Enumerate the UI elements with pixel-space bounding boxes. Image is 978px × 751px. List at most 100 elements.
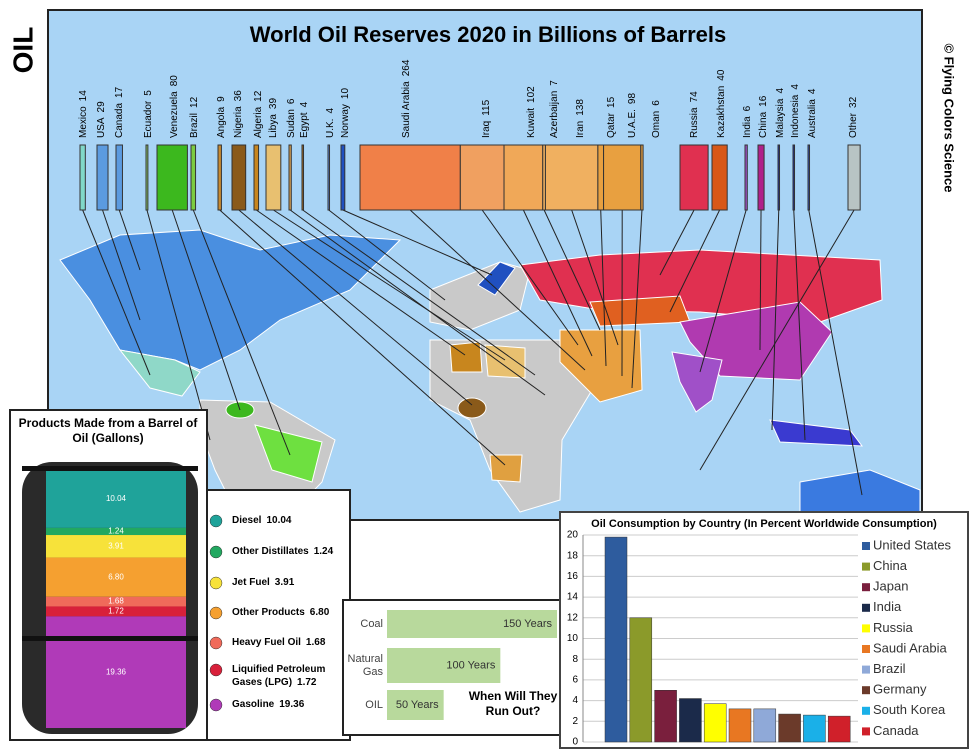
reserve-label: Other 32 [848, 96, 859, 138]
norway [477, 261, 516, 296]
reserve-value: 7 [549, 80, 560, 86]
bar [803, 714, 826, 743]
reserve-value: 12 [189, 96, 200, 108]
reserve-label: Indonesia 4 [790, 84, 801, 138]
leader-line [102, 209, 141, 321]
barrel-rim [22, 636, 198, 641]
country-name: Russia [689, 107, 700, 138]
barrel-segment [46, 535, 186, 558]
reserve-bar [847, 144, 861, 211]
country-name: China [758, 111, 769, 138]
angola [489, 454, 523, 483]
barrel-segment [46, 616, 186, 728]
legend-entry: Other Products 6.80 [232, 607, 330, 618]
reserve-label: Mexico 14 [78, 90, 89, 138]
india [671, 351, 723, 413]
country-name: Venezuela [169, 91, 180, 138]
runout-category: Coal [360, 617, 383, 630]
bar [604, 536, 628, 743]
legend-value: 19.36 [279, 699, 305, 710]
leader-line [669, 209, 721, 313]
country-name: Ecuador [143, 100, 154, 138]
legend-label: Japan [873, 579, 908, 594]
reserve-bar [807, 144, 811, 211]
reserve-label: Nigeria 36 [233, 90, 244, 138]
reserve-value: 32 [848, 96, 859, 108]
country-name: Algeria [253, 106, 264, 138]
country-name: Other [848, 112, 859, 138]
y-tick-label: 18 [567, 550, 579, 561]
legend-value: 10.04 [266, 515, 292, 526]
reserve-bar [792, 144, 796, 211]
y-tick-label: 2 [572, 716, 578, 727]
reserve-value: 36 [233, 90, 244, 102]
runout-bar [387, 610, 557, 638]
legend-icon [209, 663, 223, 677]
legend-swatch [862, 645, 870, 653]
legend-entry: Diesel 10.04 [232, 515, 292, 526]
y-tick-label: 0 [572, 737, 578, 748]
runout-bar [387, 648, 501, 683]
legend-entry: Heavy Fuel Oil 1.68 [232, 637, 326, 648]
legend-label: Brazil [873, 661, 906, 676]
leader-line [255, 209, 466, 356]
country-name: Brazil [189, 113, 200, 138]
reserve-bar [503, 144, 544, 211]
barrel-legend-panel [206, 489, 351, 741]
segment-label: 10.04 [106, 494, 127, 503]
legend-label: Germany [873, 682, 927, 697]
reserve-label: Algeria 12 [253, 90, 264, 138]
country-name: Norway [340, 104, 351, 138]
reserve-value: 14 [78, 90, 89, 102]
reserve-value: 4 [299, 101, 310, 107]
leader-line [793, 209, 806, 441]
runout-value: 150 Years [503, 618, 552, 630]
country-name: Iran [575, 121, 586, 138]
runout-category: OIL [365, 698, 383, 711]
leader-line [409, 209, 586, 371]
y-tick-label: 6 [572, 675, 578, 686]
legend-label: Saudi Arabia [873, 640, 947, 655]
reserve-value: 98 [627, 93, 638, 105]
libya [484, 344, 526, 379]
brazil [254, 424, 323, 483]
leader-line [192, 209, 291, 456]
legend-swatch [862, 562, 870, 571]
legend-icon [209, 636, 223, 650]
leader-line [238, 209, 473, 406]
leader-line [771, 209, 780, 431]
y-tick-label: 8 [572, 654, 578, 665]
country-name: Angola [216, 106, 227, 138]
reserve-value: 6 [651, 100, 662, 106]
leader-line [219, 209, 506, 466]
runout-title: When Will They Run Out? [468, 689, 558, 718]
reserve-value: 6 [286, 98, 297, 104]
reserve-label: Ecuador 5 [143, 90, 154, 138]
barrel-segment [46, 470, 186, 528]
legend-label: Canada [873, 723, 919, 738]
legend-value: 1.72 [297, 677, 317, 688]
kazakhstan [589, 295, 691, 327]
reserve-label: Kazakhstan 40 [716, 69, 727, 138]
reserve-label: Saudi Arabia 264 [401, 59, 412, 138]
legend-swatch [862, 583, 870, 592]
reserve-value: 115 [481, 99, 492, 115]
y-tick-label: 4 [572, 695, 578, 706]
reserve-value: 264 [401, 59, 412, 76]
country-name: Mexico [78, 106, 89, 138]
reserve-value: 80 [169, 75, 180, 87]
country-name: Malaysia [775, 98, 786, 138]
leader-line [118, 209, 141, 271]
reserve-value: 102 [526, 86, 537, 103]
side-label: OIL [7, 27, 38, 74]
reserve-label: Oman 6 [651, 100, 662, 138]
reserve-bar [79, 144, 86, 211]
leader-line [342, 209, 493, 276]
leader-line [146, 209, 211, 441]
reserve-value: 4 [775, 88, 786, 94]
legend-label: China [873, 558, 908, 573]
reserve-value: 40 [716, 69, 727, 81]
legend-icon [209, 514, 223, 528]
